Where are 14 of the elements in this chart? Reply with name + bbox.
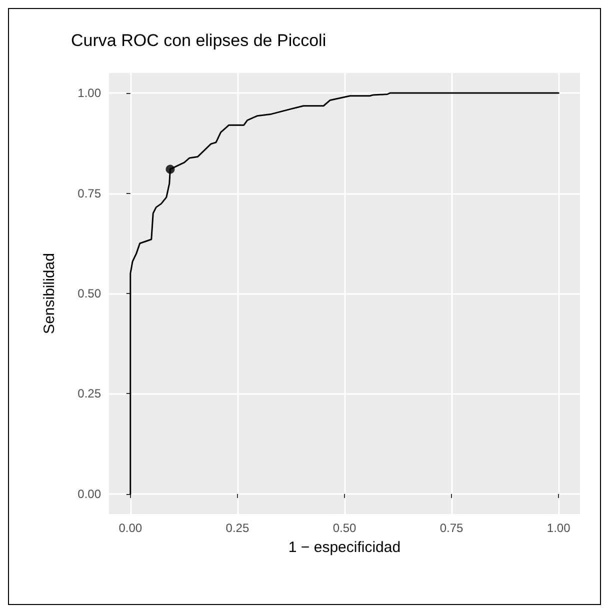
x-tick-label: 0.25 [226, 521, 250, 535]
x-axis-title: 1 − especificidad [288, 539, 401, 556]
x-tick-label: 1.00 [546, 521, 571, 535]
y-tick-label: 0.00 [78, 486, 102, 501]
y-tick-label: 0.75 [78, 186, 102, 200]
y-tick-label: 0.25 [78, 386, 102, 401]
x-tick-label: 0.00 [118, 521, 142, 535]
y-tick-label: 1.00 [78, 86, 102, 100]
y-axis-title: Sensibilidad [41, 253, 58, 334]
line-series [130, 92, 560, 495]
chart-title: Curva ROC con elipses de Piccoli [71, 31, 326, 50]
x-tick-label: 0.50 [332, 521, 356, 535]
x-tick-label: 0.75 [440, 521, 464, 535]
y-tick-label: 0.50 [78, 286, 102, 300]
